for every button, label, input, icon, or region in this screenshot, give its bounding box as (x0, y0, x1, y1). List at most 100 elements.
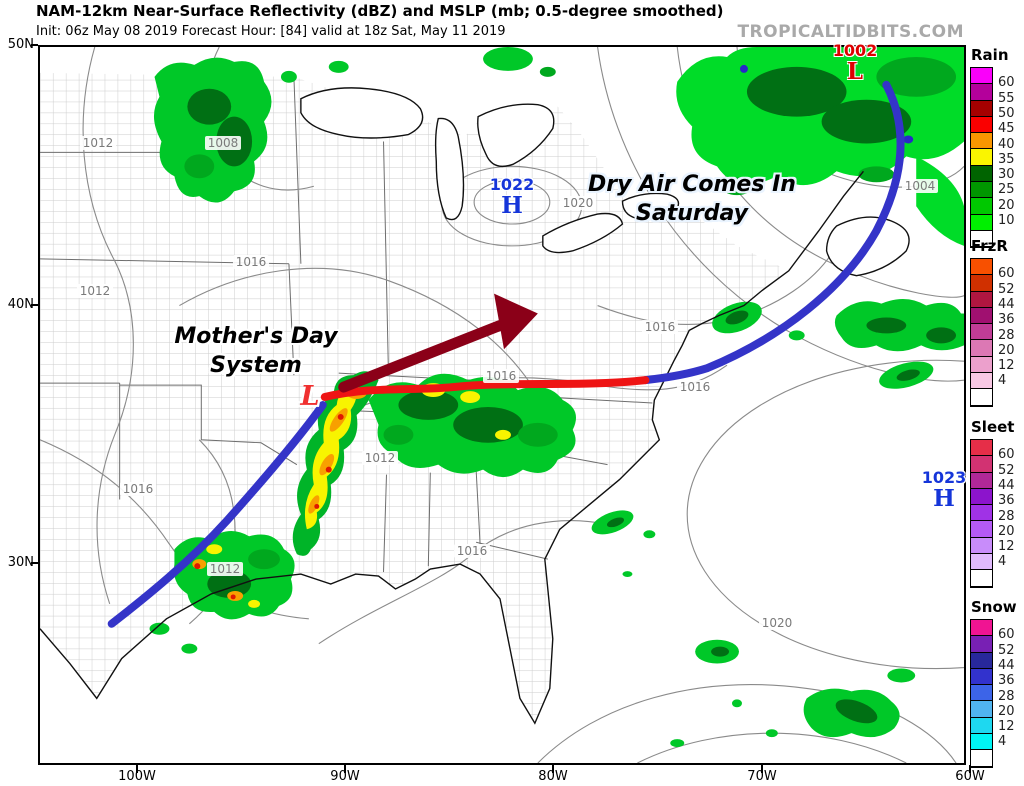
dry-air-arrow-head (494, 293, 538, 350)
legend-section-sleet: Sleet 60 52 44 36 28 20 12 4 (970, 418, 1024, 588)
legend-threshold-label: 20 (998, 703, 1015, 719)
pressure-letter: H (501, 192, 523, 219)
legend-color-box (971, 324, 992, 341)
legend-threshold-label: 20 (998, 342, 1015, 358)
legend-color-box (971, 68, 992, 85)
lon-label: 80W (538, 769, 568, 784)
lat-label: 50N (7, 37, 34, 52)
legend-color-box (971, 165, 992, 183)
isobar-label: 1012 (77, 284, 113, 298)
legend-threshold-label: 50 (998, 105, 1015, 121)
legend-color-box (971, 182, 992, 199)
front-low-letter: L (300, 381, 320, 412)
legend-color-box (971, 620, 992, 637)
legend-color-box (971, 685, 992, 702)
legend-color-box (971, 198, 992, 215)
legend-title: FrzR (971, 237, 1008, 255)
legend-color-box (971, 521, 992, 538)
legend-threshold-label: 25 (998, 182, 1015, 198)
lon-label: 60W (955, 769, 985, 784)
legend-threshold-label: 52 (998, 462, 1015, 478)
lon-tick (136, 765, 138, 773)
legend-threshold-label: 36 (998, 673, 1015, 689)
cold-front-south (107, 401, 327, 628)
legend-threshold-label: 4 (998, 373, 1007, 389)
legend-color-box (971, 652, 992, 669)
legend-threshold-label: 12 (998, 539, 1015, 555)
init-forecast-subtitle: Init: 06z May 08 2019 Forecast Hour: [84… (36, 24, 506, 39)
legend-title: Sleet (971, 418, 1015, 436)
legend-color-box (971, 84, 992, 101)
pressure-value: 1022 (489, 175, 535, 194)
front-annotation-layer (107, 80, 905, 628)
isobar-label: 1016 (677, 380, 713, 394)
legend-threshold-label: 4 (998, 734, 1007, 750)
legend-threshold-label: 40 (998, 136, 1015, 152)
lon-tick (344, 765, 346, 773)
map-area (38, 45, 966, 765)
legend-section-frzr: FrzR 60 52 44 36 28 20 12 4 (970, 237, 1024, 407)
legend-threshold-label: 4 (998, 554, 1007, 570)
legend-threshold-label: 12 (998, 358, 1015, 374)
lat-label: 40N (7, 297, 34, 312)
lat-tick (31, 44, 38, 46)
legend-color-box (971, 701, 992, 718)
legend-threshold-label: 60 (998, 266, 1015, 282)
pressure-center: 1002 L (833, 43, 878, 84)
pressure-letter: H (933, 485, 955, 512)
legend-color-box (971, 133, 992, 150)
legend-color-box (971, 373, 992, 390)
pressure-center: 1022 H (489, 175, 535, 219)
legend-threshold-label: 55 (998, 90, 1015, 106)
isobar-label: 1016 (233, 255, 269, 269)
isobar-label: 1016 (120, 482, 156, 496)
legend-color-box (971, 668, 992, 686)
legend-threshold-label: 52 (998, 642, 1015, 658)
legend-threshold-label: 36 (998, 312, 1015, 328)
legend-section-snow: Snow 60 52 44 36 28 20 12 4 (970, 598, 1024, 768)
legend-color-box (971, 214, 992, 231)
legend-threshold-label: 44 (998, 296, 1015, 312)
dry-air-arrow-shaft (338, 319, 506, 393)
legend-title: Snow (971, 598, 1017, 616)
mothers-day-line2: System (210, 353, 302, 379)
legend-color-box (971, 570, 992, 587)
dry-air-annotation: Dry Air Comes In Saturday (584, 170, 800, 228)
legend-color-box (971, 488, 992, 506)
legend-threshold-label: 60 (998, 447, 1015, 463)
legend-color-box (971, 100, 992, 117)
isobar-label: 1016 (454, 544, 490, 558)
legend-color-box (971, 750, 992, 767)
isobar-label: 1012 (80, 136, 116, 150)
legend-color-box (971, 307, 992, 325)
dry-air-line2: Saturday (636, 201, 748, 227)
isobar-label: 1008 (205, 136, 241, 150)
legend-color-scale: 60 52 44 36 28 20 12 4 (970, 258, 1015, 407)
legend-threshold-label: 28 (998, 688, 1015, 704)
lon-tick (969, 765, 971, 773)
legend-threshold-label: 44 (998, 657, 1015, 673)
pressure-center: 1023 H (921, 468, 967, 512)
lat-tick (31, 304, 38, 306)
legend-color-box (971, 230, 992, 248)
mothers-day-line1: Mother's Day (174, 324, 338, 349)
legend-color-scale: 60 52 44 36 28 20 12 4 (970, 619, 1015, 768)
legend-color-box (971, 537, 992, 555)
lat-label: 30N (7, 555, 34, 570)
lon-tick (552, 765, 554, 773)
legend-color-box (971, 717, 992, 735)
legend-threshold-label: 28 (998, 327, 1015, 343)
legend-color-box (971, 554, 992, 571)
isobar-label: 1016 (483, 369, 519, 383)
legend-color-box (971, 440, 992, 457)
legend-color-box (971, 356, 992, 374)
page-title: NAM-12km Near-Surface Reflectivity (dBZ)… (36, 2, 724, 20)
legend-threshold-label: 28 (998, 508, 1015, 524)
legend-threshold-label: 44 (998, 477, 1015, 493)
legend-threshold-label: 52 (998, 281, 1015, 297)
legend-color-box (971, 456, 992, 473)
legend-color-box (971, 275, 992, 292)
pressure-value: 1023 (921, 468, 967, 487)
legend-threshold-label: 12 (998, 719, 1015, 735)
dry-air-line1: Dry Air Comes In (588, 172, 796, 197)
